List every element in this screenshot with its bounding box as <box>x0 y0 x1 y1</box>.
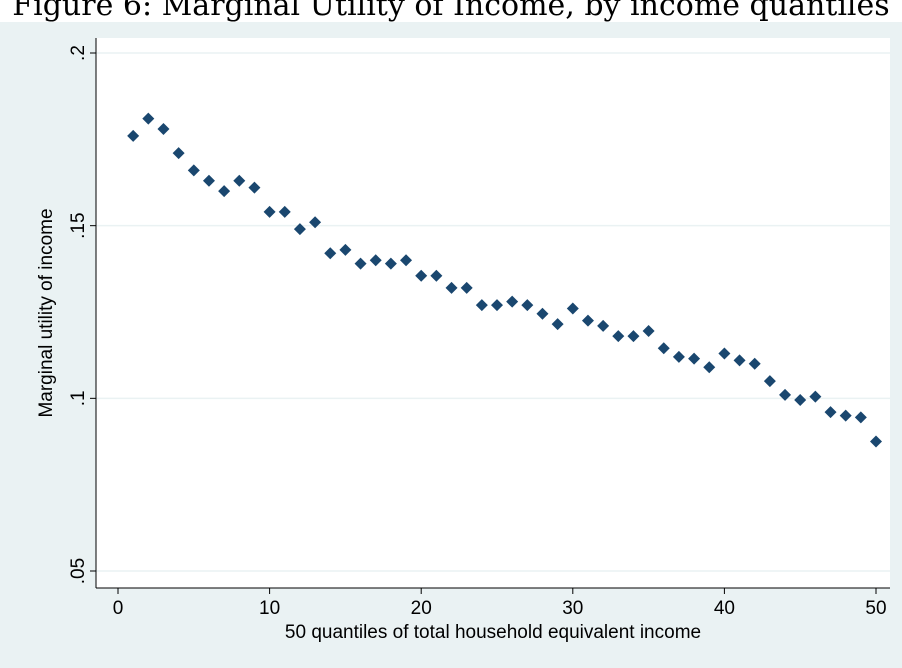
data-point <box>309 216 322 229</box>
data-point <box>521 299 534 312</box>
figure-title: Figure 6: Marginal Utility of Income, by… <box>12 0 890 23</box>
data-point <box>248 181 261 194</box>
data-point <box>870 435 882 448</box>
data-point <box>263 205 276 218</box>
data-point <box>491 299 503 312</box>
data-point <box>157 122 170 135</box>
x-axis-ticks: 0 10 20 30 40 50 <box>113 588 887 619</box>
gridlines <box>96 52 890 572</box>
data-point <box>824 406 837 419</box>
data-point <box>354 257 367 270</box>
data-point <box>187 164 200 177</box>
data-point <box>172 147 185 160</box>
y-tick-label: .2 <box>68 45 89 61</box>
data-point <box>506 295 519 308</box>
y-tick-label: .1 <box>68 390 89 406</box>
y-tick-label: .05 <box>68 558 89 584</box>
data-point <box>142 112 155 125</box>
y-axis-ticks: .05 .1 .15 .2 <box>68 45 96 584</box>
data-point <box>415 269 428 282</box>
data-point <box>202 174 215 187</box>
data-point <box>218 185 231 198</box>
data-point <box>672 350 685 363</box>
data-points <box>127 112 882 448</box>
y-tick-label: .15 <box>68 212 89 238</box>
data-point <box>703 361 716 374</box>
data-point <box>642 324 655 337</box>
data-point <box>794 394 807 407</box>
data-point <box>657 342 670 355</box>
data-point <box>384 257 397 270</box>
data-point <box>475 299 488 312</box>
data-point <box>445 281 458 294</box>
data-point <box>293 223 306 236</box>
data-point <box>581 314 594 327</box>
data-point <box>369 254 382 267</box>
x-tick-label: 0 <box>113 598 124 619</box>
data-point <box>763 375 776 388</box>
data-point <box>733 354 746 367</box>
x-tick-label: 20 <box>411 598 432 619</box>
data-point <box>551 318 564 331</box>
data-point <box>536 307 549 320</box>
data-point <box>324 247 337 260</box>
data-point <box>233 174 246 187</box>
data-point <box>460 281 473 294</box>
data-point <box>597 319 610 332</box>
data-point <box>127 129 140 142</box>
x-tick-label: 40 <box>714 598 735 619</box>
y-axis-title: Marginal utility of income <box>36 208 57 417</box>
data-point <box>839 409 852 422</box>
data-point <box>339 243 352 256</box>
data-point <box>566 302 579 315</box>
data-point <box>809 390 822 403</box>
data-point <box>748 357 761 370</box>
data-point <box>400 254 413 267</box>
data-point <box>612 330 625 343</box>
data-point <box>430 269 443 282</box>
x-tick-label: 50 <box>865 598 886 619</box>
data-point <box>627 330 640 343</box>
x-axis-title: 50 quantiles of total household equivale… <box>285 622 701 643</box>
data-point <box>779 388 792 401</box>
x-tick-label: 10 <box>259 598 280 619</box>
data-point <box>688 352 701 365</box>
x-tick-label: 30 <box>562 598 583 619</box>
data-point <box>718 347 731 360</box>
data-point <box>278 205 291 218</box>
plot-area <box>96 38 890 588</box>
data-point <box>854 411 867 424</box>
